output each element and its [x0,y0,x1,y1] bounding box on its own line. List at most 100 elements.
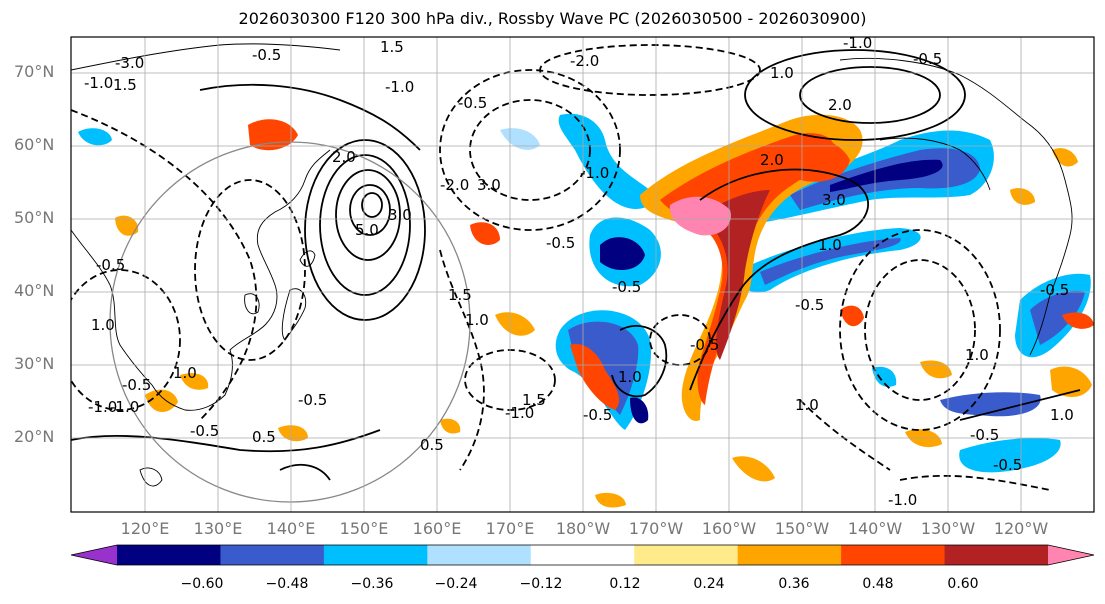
colorbar [70,544,1095,566]
contour-label: 1.0 [1050,406,1074,424]
contour-label: 0.5 [420,436,444,454]
shade-orange [495,312,535,336]
contour-label: 1.0 [795,396,819,414]
graticule [71,37,1094,512]
shade-navy [830,159,943,192]
colorbar-segment [323,545,428,565]
lat-label-30n: 30°N [14,354,55,373]
shade-orange [145,389,178,413]
lon-label: 170°W [628,519,684,538]
coast-alaska [879,137,991,191]
shade-royal [1030,290,1085,345]
lon-label: 160°W [701,519,757,538]
contour-label: -1.0 [84,74,113,92]
shade-blue [78,128,112,146]
contour-label: 1.0 [465,311,489,329]
coast-asia [71,149,331,411]
contour-label: 1.5 [113,76,137,94]
contour-solid [959,389,1081,421]
contour-label: 1.0 [618,368,642,386]
colorbar-segment [634,545,739,565]
lat-label-50n: 50°N [14,208,55,227]
colorbar-tick-label: 0.48 [862,576,894,592]
contour-dashed [899,474,1051,491]
map-area: -0.5 1.5 -1.0 -3.0 -1.0 -0.5 -2.0 -1.0 1… [71,37,1094,512]
colorbar-tick-label: −0.36 [350,576,394,592]
contour-solid [361,192,383,218]
contour-label: -1.0 [88,398,117,416]
contour-solid [799,66,941,124]
colorbar-tick-label: −0.60 [180,576,224,592]
contour-label: -0.5 [690,336,719,354]
contour-label: -1.0 [110,398,139,416]
colorbar-tick-label: 0.12 [609,576,641,592]
colorbar-outline [70,544,1095,566]
contour-label: -0.5 [458,94,487,112]
contour-label: -1.0 [888,491,917,509]
contour-label: 1.5 [522,391,546,409]
contour-solid [279,463,331,481]
contour-label: 1.5 [448,286,472,304]
lon-label: 120°E [120,519,170,538]
contour-dashed [469,99,591,201]
contour-label: -3.0 [115,54,144,72]
shade-orange [1010,188,1035,205]
lon-label: 160°E [412,519,462,538]
contour-solid [319,154,411,296]
lon-label: 150°E [339,519,389,538]
lon-label: 180°W [555,519,611,538]
contour-label: 1.0 [91,316,115,334]
shade-royal [760,238,901,285]
contour-label: -0.5 [612,278,641,296]
contour-label: -0.5 [1040,281,1069,299]
shade-orange [1050,366,1092,397]
shade-royal [940,392,1041,417]
colorbar-triangle-left [71,545,117,565]
shade-orange [732,456,775,482]
contours-solid [71,49,1081,481]
contour-label: -0.5 [583,406,612,424]
contour-dashed [439,249,485,471]
contour-dashed [839,229,1001,431]
shade-orange [180,373,209,390]
contour-label: -0.5 [795,296,824,314]
contour-label: -1.0 [385,78,414,96]
coast-philippines [139,467,163,487]
shade-blue [558,113,653,210]
contour-solid [335,169,401,261]
contour-label: -0.5 [298,391,327,409]
contour-dashed [71,109,258,421]
contour-label: 0.5 [252,428,276,446]
contour-label: -2.0 [440,176,469,194]
contour-label: -1.0 [580,164,609,182]
contour-label: 3.0 [477,176,501,194]
contour-dashed [439,69,621,231]
contour-label: -2.0 [570,52,599,70]
contour-label: -0.5 [252,46,281,64]
contour-dashed [649,314,711,366]
highlight-circle [109,141,471,503]
contour-label: 2.0 [828,96,852,114]
colorbar-segment [737,545,842,565]
contour-label: -0.5 [96,256,125,274]
contour-label: 1.0 [965,346,989,364]
lat-label-40n: 40°N [14,281,55,300]
contour-label: 3.0 [388,206,412,224]
contour-label: -0.5 [122,376,151,394]
contour-label: -1.0 [505,404,534,422]
colorbar-segment [530,545,635,565]
lon-label: 130°W [920,519,976,538]
colorbar-tick-label: −0.24 [434,576,478,592]
colorbar-segment [220,545,325,565]
lon-label: 140°W [847,519,903,538]
contour-label: -0.5 [546,234,575,252]
shade-navy [600,237,645,271]
shade-orangered [470,222,500,245]
colorbar-tick-label: 0.60 [947,576,979,592]
coast-siberia [71,43,341,71]
lat-label-70n: 70°N [14,62,55,81]
shade-orange [278,425,308,442]
colorbar-segment [427,545,532,565]
lon-label: 170°E [485,519,535,538]
